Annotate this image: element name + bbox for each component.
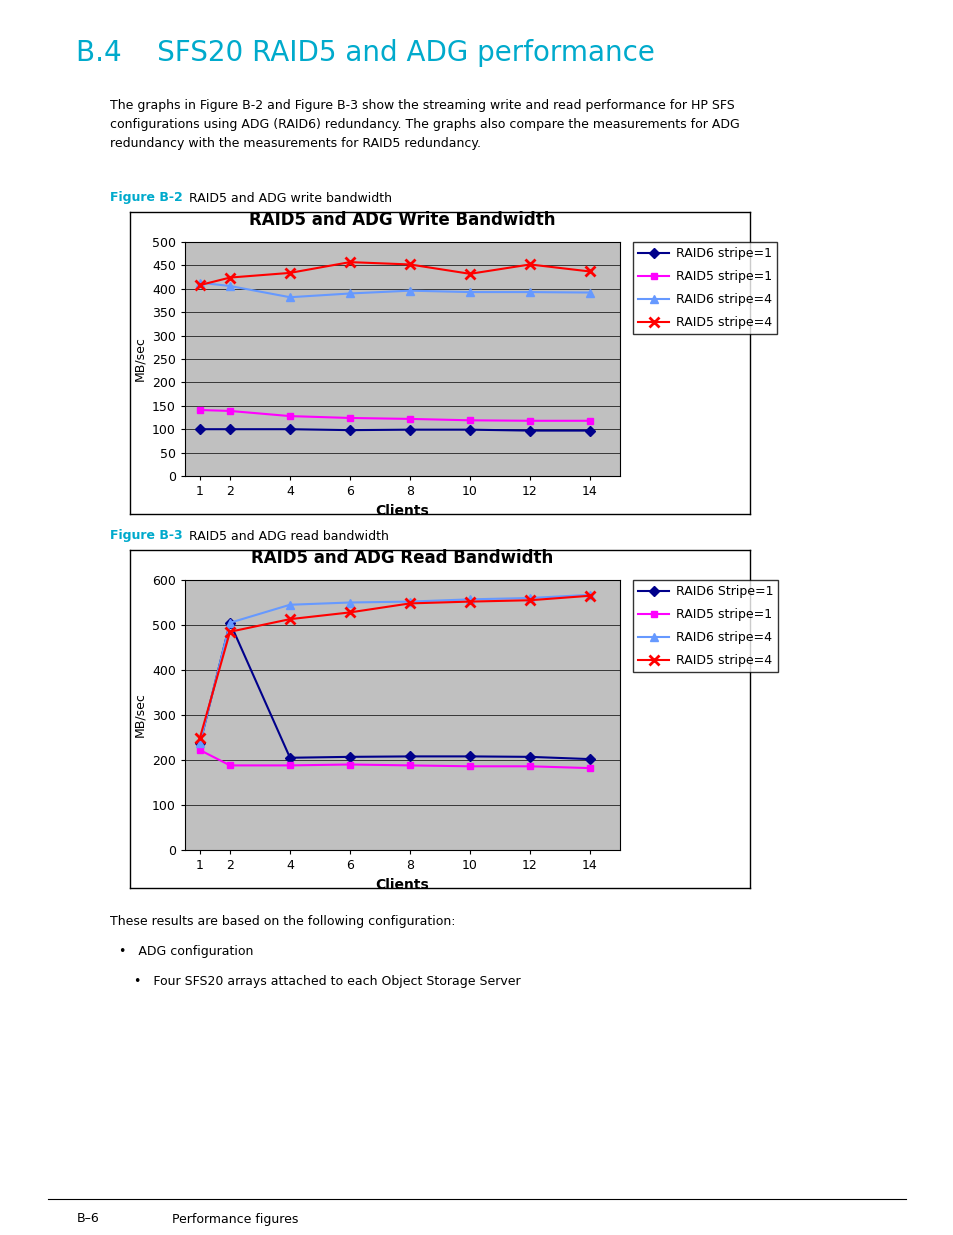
RAID5 stripe=4 <box>404 257 416 272</box>
RAID6 stripe=1 <box>524 424 536 438</box>
RAID6 stripe=4 <box>224 279 235 294</box>
RAID5 stripe=4 <box>583 588 595 603</box>
RAID5 stripe=4 <box>284 611 295 626</box>
RAID6 stripe=1 <box>194 422 206 437</box>
Y-axis label: MB/sec: MB/sec <box>133 693 146 737</box>
Text: RAID5 and ADG write bandwidth: RAID5 and ADG write bandwidth <box>181 191 392 205</box>
RAID6 Stripe=1 <box>344 750 355 764</box>
Text: Figure B-3: Figure B-3 <box>110 530 182 542</box>
RAID6 stripe=4 <box>344 287 355 301</box>
RAID5 stripe=4 <box>524 593 536 608</box>
Text: RAID5 and ADG read bandwidth: RAID5 and ADG read bandwidth <box>181 530 389 542</box>
Legend: RAID6 stripe=1, RAID5 stripe=1, RAID6 stripe=4, RAID5 stripe=4: RAID6 stripe=1, RAID5 stripe=1, RAID6 st… <box>633 242 776 333</box>
RAID5 stripe=4 <box>404 597 416 611</box>
Line: RAID6 Stripe=1: RAID6 Stripe=1 <box>196 619 593 762</box>
RAID6 stripe=4 <box>284 598 295 613</box>
RAID5 stripe=1 <box>583 761 595 776</box>
Line: RAID6 stripe=4: RAID6 stripe=4 <box>195 590 594 747</box>
RAID6 stripe=4 <box>524 284 536 299</box>
RAID6 stripe=4 <box>583 285 595 300</box>
RAID6 stripe=4 <box>194 736 206 751</box>
X-axis label: Clients: Clients <box>375 504 429 517</box>
RAID6 stripe=4 <box>284 290 295 305</box>
Text: Figure B-2: Figure B-2 <box>110 191 182 205</box>
Text: Performance figures: Performance figures <box>172 1213 297 1225</box>
RAID6 stripe=4 <box>464 592 476 606</box>
RAID6 stripe=1 <box>224 422 235 437</box>
RAID6 Stripe=1 <box>224 615 235 630</box>
Title: RAID5 and ADG Read Bandwidth: RAID5 and ADG Read Bandwidth <box>251 550 553 567</box>
RAID6 stripe=4 <box>344 595 355 610</box>
Line: RAID6 stripe=4: RAID6 stripe=4 <box>195 279 594 301</box>
RAID5 stripe=1 <box>194 742 206 757</box>
RAID6 stripe=1 <box>404 422 416 437</box>
RAID5 stripe=1 <box>284 758 295 773</box>
RAID5 stripe=4 <box>194 730 206 745</box>
RAID5 stripe=1 <box>224 404 235 419</box>
Text: •   ADG configuration: • ADG configuration <box>119 945 253 958</box>
RAID5 stripe=1 <box>404 411 416 426</box>
RAID6 Stripe=1 <box>284 751 295 766</box>
RAID6 stripe=1 <box>583 424 595 438</box>
Legend: RAID6 Stripe=1, RAID5 stripe=1, RAID6 stripe=4, RAID5 stripe=4: RAID6 Stripe=1, RAID5 stripe=1, RAID6 st… <box>633 580 778 672</box>
RAID5 stripe=1 <box>194 403 206 417</box>
Line: RAID6 stripe=1: RAID6 stripe=1 <box>196 426 593 433</box>
RAID5 stripe=1 <box>344 410 355 425</box>
Text: These results are based on the following configuration:: These results are based on the following… <box>110 915 455 927</box>
RAID5 stripe=1 <box>524 414 536 429</box>
RAID5 stripe=1 <box>344 757 355 772</box>
RAID5 stripe=4 <box>284 266 295 280</box>
Line: RAID5 stripe=4: RAID5 stripe=4 <box>195 590 595 742</box>
RAID5 stripe=4 <box>464 267 476 282</box>
RAID6 Stripe=1 <box>404 748 416 763</box>
RAID6 Stripe=1 <box>583 752 595 767</box>
RAID6 stripe=4 <box>404 594 416 609</box>
RAID5 stripe=4 <box>464 594 476 609</box>
Line: RAID5 stripe=1: RAID5 stripe=1 <box>196 747 593 772</box>
RAID5 stripe=1 <box>583 414 595 429</box>
Text: B.4    SFS20 RAID5 and ADG performance: B.4 SFS20 RAID5 and ADG performance <box>76 40 655 67</box>
RAID6 stripe=1 <box>344 422 355 437</box>
RAID6 stripe=4 <box>524 590 536 605</box>
Y-axis label: MB/sec: MB/sec <box>133 337 146 382</box>
RAID6 Stripe=1 <box>194 736 206 751</box>
RAID6 stripe=4 <box>464 284 476 299</box>
Text: •   Four SFS20 arrays attached to each Object Storage Server: • Four SFS20 arrays attached to each Obj… <box>133 974 519 988</box>
RAID5 stripe=4 <box>224 270 235 285</box>
RAID6 Stripe=1 <box>464 748 476 763</box>
RAID5 stripe=4 <box>583 264 595 279</box>
RAID5 stripe=1 <box>284 409 295 424</box>
RAID6 stripe=4 <box>194 275 206 290</box>
RAID5 stripe=4 <box>194 278 206 293</box>
RAID6 stripe=4 <box>404 283 416 298</box>
Line: RAID5 stripe=4: RAID5 stripe=4 <box>195 257 595 290</box>
RAID6 stripe=1 <box>464 422 476 437</box>
Text: The graphs in Figure B-2 and Figure B-3 show the streaming write and read perfor: The graphs in Figure B-2 and Figure B-3 … <box>110 99 739 149</box>
RAID5 stripe=4 <box>524 257 536 272</box>
Text: B–6: B–6 <box>76 1213 99 1225</box>
RAID6 stripe=4 <box>583 588 595 603</box>
RAID5 stripe=1 <box>404 758 416 773</box>
RAID5 stripe=4 <box>224 625 235 640</box>
RAID5 stripe=1 <box>464 412 476 427</box>
RAID6 stripe=1 <box>284 422 295 437</box>
RAID5 stripe=4 <box>344 254 355 269</box>
RAID5 stripe=1 <box>524 758 536 773</box>
RAID6 stripe=4 <box>224 615 235 630</box>
RAID5 stripe=1 <box>224 758 235 773</box>
X-axis label: Clients: Clients <box>375 878 429 892</box>
Line: RAID5 stripe=1: RAID5 stripe=1 <box>196 406 593 425</box>
RAID5 stripe=1 <box>464 758 476 773</box>
Title: RAID5 and ADG Write Bandwidth: RAID5 and ADG Write Bandwidth <box>249 211 556 230</box>
RAID6 Stripe=1 <box>524 750 536 764</box>
RAID5 stripe=4 <box>344 605 355 620</box>
